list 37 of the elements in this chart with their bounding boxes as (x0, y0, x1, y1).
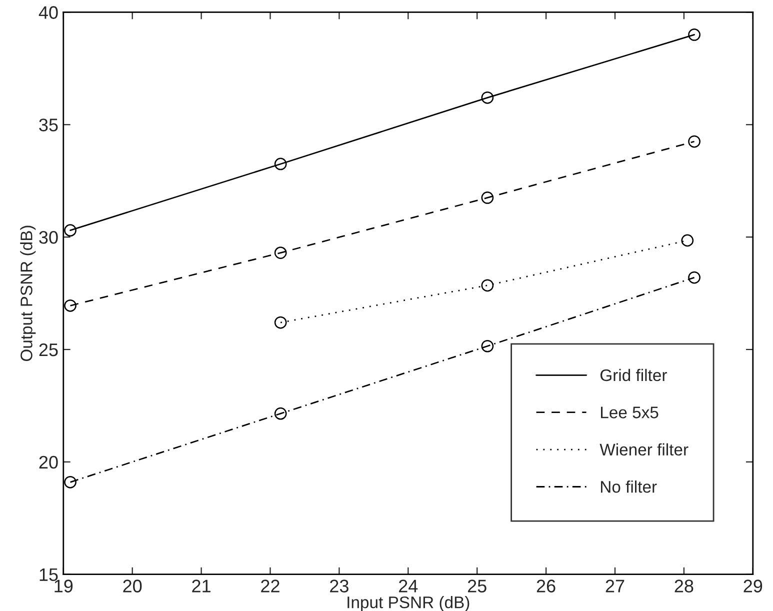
legend-label: Grid filter (600, 368, 667, 382)
y-tick-label: 15 (40, 568, 58, 582)
point (688, 135, 700, 148)
point (64, 224, 76, 237)
point (274, 407, 287, 420)
y-tick-label: 30 (39, 231, 58, 244)
legend-label: No filter (601, 480, 657, 493)
point (274, 316, 287, 329)
point (681, 234, 694, 247)
x-tick-label: 22 (261, 580, 280, 592)
point (481, 192, 494, 204)
legend-label: Lee 5x5 (601, 406, 658, 418)
y-tick-label: 35 (39, 118, 58, 132)
y-axis-title: Output PSNR (dB) (20, 226, 36, 362)
point (64, 299, 76, 312)
x-tick-label: 21 (192, 580, 210, 592)
x-tick-label: 25 (468, 580, 486, 592)
y-tick-label: 25 (39, 343, 58, 356)
x-tick-label: 20 (123, 580, 142, 592)
x-tick-label: 19 (54, 580, 73, 592)
x-tick-label: 28 (674, 580, 694, 592)
point (688, 271, 700, 284)
y-tick-label: 40 (38, 6, 58, 19)
point (481, 91, 494, 104)
x-tick-label: 23 (330, 580, 348, 592)
x-tick-label: 24 (399, 580, 418, 592)
point (274, 158, 287, 170)
x-tick-label: 29 (744, 580, 762, 592)
y-tick-label: 20 (39, 456, 58, 469)
legend-label: Wiener filter (600, 443, 688, 456)
x-tick-label: 27 (606, 580, 624, 592)
point (688, 28, 700, 41)
x-tick-label: 26 (536, 580, 556, 592)
point (274, 246, 287, 259)
point (481, 340, 494, 352)
point (481, 279, 494, 292)
point (64, 476, 76, 488)
